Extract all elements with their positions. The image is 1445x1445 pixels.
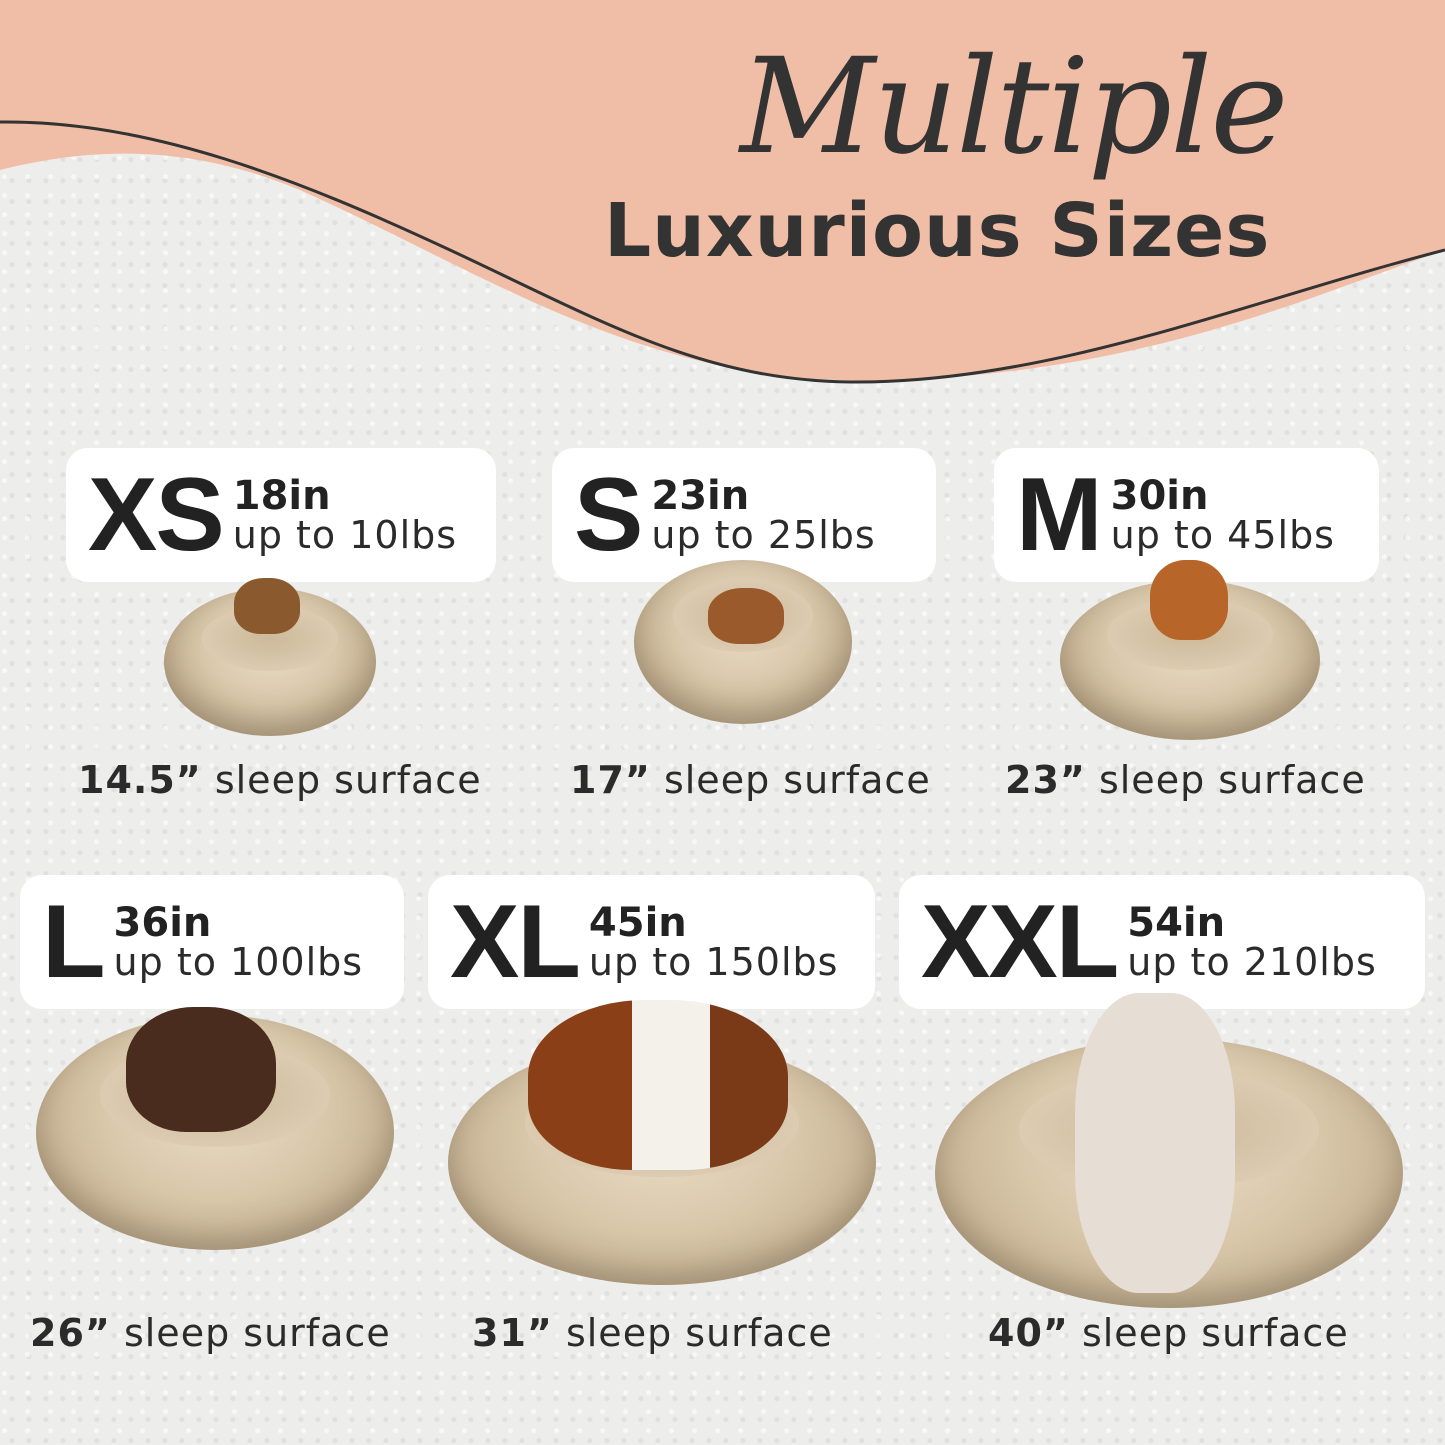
surface-value: 17”: [570, 758, 651, 802]
size-diameter: 18in: [232, 473, 331, 519]
sleep-surface-xl: 31” sleep surface: [472, 1311, 833, 1355]
bed-image-xl: [448, 1000, 876, 1285]
surface-text: sleep surface: [123, 1311, 391, 1355]
surface-value: 26”: [30, 1311, 111, 1355]
surface-value: 14.5”: [78, 758, 202, 802]
size-diameter: 36in: [113, 900, 212, 946]
size-card-xs: XS 18in up to 10lbs: [66, 448, 496, 582]
size-label: XS: [88, 457, 225, 573]
size-diameter: 45in: [588, 900, 687, 946]
sleep-surface-xs: 14.5” sleep surface: [78, 758, 482, 802]
surface-text: sleep surface: [565, 1311, 833, 1355]
bed-image-xs: [164, 578, 376, 736]
title-main: Luxurious Sizes: [604, 188, 1271, 274]
size-diameter: 30in: [1110, 473, 1209, 519]
size-label: L: [42, 884, 106, 1000]
size-label: XL: [450, 884, 581, 1000]
size-diameter: 23in: [651, 473, 750, 519]
sleep-surface-s: 17” sleep surface: [570, 758, 931, 802]
surface-text: sleep surface: [663, 758, 931, 802]
surface-value: 31”: [472, 1311, 553, 1355]
dog-great-dane: [1075, 993, 1235, 1293]
dog-corgi: [1150, 560, 1228, 640]
surface-text: sleep surface: [1081, 1311, 1349, 1355]
bed-image-l: [36, 1007, 394, 1250]
size-weight: up to 150lbs: [588, 940, 839, 984]
dog-st-bernard: [528, 1000, 788, 1170]
sleep-surface-xxl: 40” sleep surface: [988, 1311, 1349, 1355]
bed-image-s: [634, 560, 852, 724]
size-card-s: S 23in up to 25lbs: [552, 448, 936, 582]
dog-yorkie: [234, 578, 300, 634]
sleep-surface-l: 26” sleep surface: [30, 1311, 391, 1355]
bed-image-m: [1060, 560, 1320, 740]
sleep-surface-m: 23” sleep surface: [1005, 758, 1366, 802]
title-script: Multiple: [740, 30, 1288, 184]
size-card-xl: XL 45in up to 150lbs: [428, 875, 875, 1009]
surface-text: sleep surface: [1098, 758, 1366, 802]
size-diameter: 54in: [1127, 900, 1226, 946]
size-label: M: [1016, 457, 1103, 573]
size-weight: up to 25lbs: [651, 513, 876, 557]
peach-wave-band: [0, 0, 1445, 384]
dog-labrador: [126, 1007, 276, 1132]
bed-image-xxl: [935, 993, 1403, 1308]
surface-text: sleep surface: [214, 758, 482, 802]
size-card-xxl: XXL 54in up to 210lbs: [899, 875, 1425, 1009]
size-label: S: [574, 457, 643, 573]
surface-value: 40”: [988, 1311, 1069, 1355]
size-weight: up to 210lbs: [1127, 940, 1377, 984]
size-weight: up to 100lbs: [113, 940, 364, 984]
size-weight: up to 10lbs: [232, 513, 458, 557]
size-label: XXL: [921, 884, 1119, 1000]
surface-value: 23”: [1005, 758, 1086, 802]
size-card-m: M 30in up to 45lbs: [994, 448, 1379, 582]
size-weight: up to 45lbs: [1110, 513, 1335, 557]
dog-dachshund: [708, 588, 784, 644]
size-card-l: L 36in up to 100lbs: [20, 875, 404, 1009]
